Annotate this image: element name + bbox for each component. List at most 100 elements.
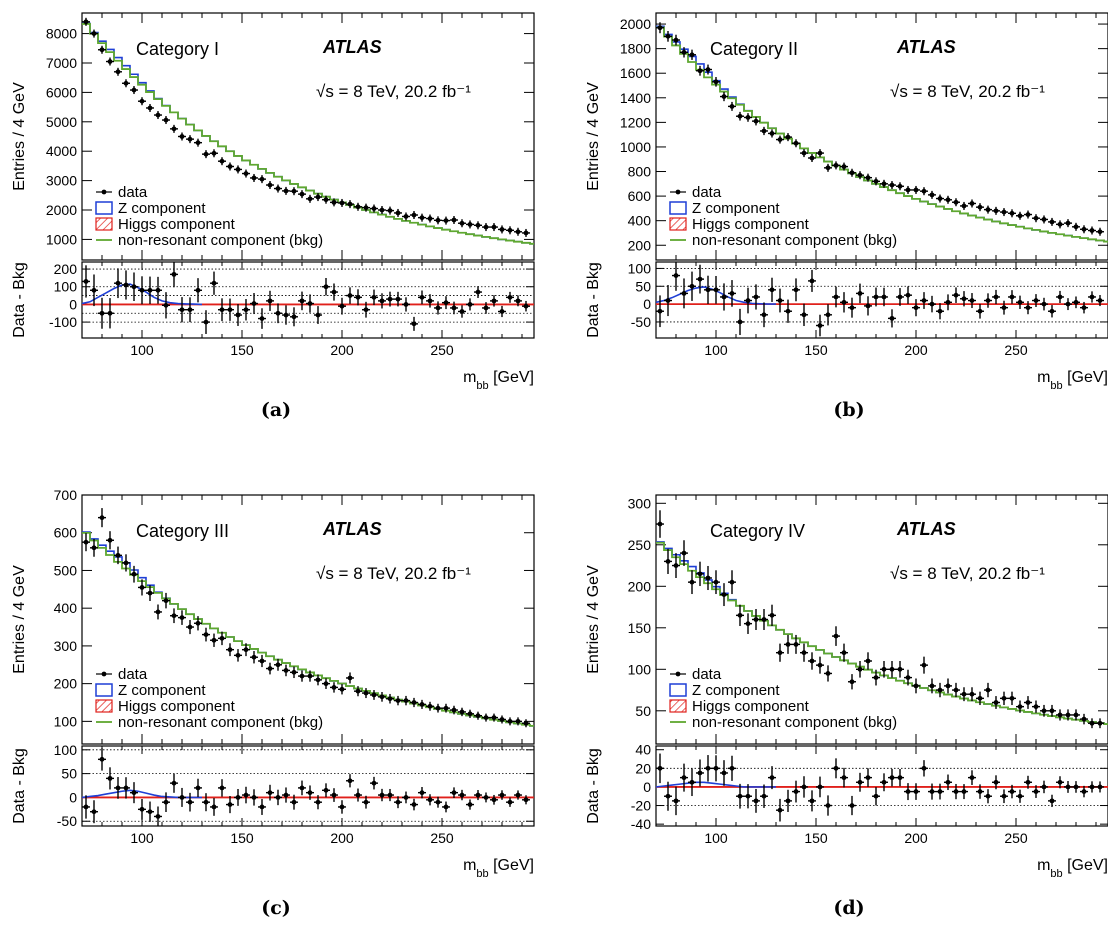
- data-point: [323, 197, 329, 203]
- data-point: [721, 592, 727, 597]
- residual-point: [1001, 793, 1007, 799]
- residual-point: [913, 305, 919, 311]
- residual-point: [1049, 308, 1055, 314]
- residual-point: [897, 294, 903, 300]
- data-point: [491, 715, 497, 720]
- x-tick-label: 150: [804, 830, 828, 846]
- residual-point: [211, 804, 217, 810]
- main-frame: [655, 12, 1108, 261]
- legend-higgs-swatch: [669, 699, 687, 713]
- data-point: [251, 175, 257, 181]
- data-point: [673, 563, 679, 568]
- data-point: [467, 711, 473, 717]
- residual-point: [769, 287, 775, 293]
- data-point: [467, 222, 473, 227]
- data-point: [873, 178, 879, 184]
- data-point: [913, 683, 919, 689]
- legend-bkg-label: non-resonant component (bkg): [692, 232, 897, 249]
- data-point: [713, 579, 719, 585]
- data-point: [817, 150, 823, 156]
- data-point: [921, 188, 927, 194]
- residual-point: [857, 290, 863, 296]
- y-tick-label: 200: [628, 578, 652, 594]
- residual-point: [657, 765, 663, 771]
- residual-point: [753, 294, 759, 300]
- data-point: [761, 128, 767, 134]
- y-tick-label: 6000: [46, 84, 77, 100]
- data-point: [331, 685, 337, 690]
- residual-point: [355, 294, 361, 300]
- data-point: [673, 37, 679, 43]
- legend-higgs-label: Higgs component: [118, 216, 236, 233]
- residual-point: [491, 298, 497, 304]
- residual-point: [777, 807, 783, 813]
- data-point: [267, 182, 273, 188]
- data-point: [889, 666, 895, 672]
- data-point: [897, 183, 903, 189]
- data-point: [403, 698, 409, 704]
- data-point: [705, 67, 711, 72]
- data-point: [937, 196, 943, 201]
- residual-point: [729, 290, 735, 296]
- residual-point: [1041, 784, 1047, 790]
- residual-point: [155, 814, 161, 819]
- data-point: [379, 694, 385, 700]
- residual-point: [395, 296, 401, 302]
- ratio-frame: [81, 745, 535, 827]
- residual-point: [993, 779, 999, 785]
- legend-higgs-label: Higgs component: [692, 216, 810, 233]
- panel-a: 100 150 200 2501000200030004000500060007000…: [11, 12, 535, 392]
- residual-point: [953, 292, 959, 298]
- data-point: [299, 191, 305, 197]
- data-point: [91, 545, 97, 551]
- data-point: [355, 688, 361, 694]
- residual-point: [115, 280, 121, 286]
- bkg-component-line: [82, 23, 534, 245]
- energy-label: √s = 8 TeV, 20.2 fb⁻¹: [316, 564, 471, 583]
- data-point: [99, 515, 105, 521]
- data-point: [147, 590, 153, 596]
- legend-data-label: data: [692, 184, 722, 201]
- experiment-label: ATLAS: [896, 519, 956, 539]
- residual-point: [1033, 298, 1039, 303]
- data-point: [841, 164, 847, 170]
- x-axis-title: mbb [GeV]: [463, 369, 534, 392]
- data-point: [801, 150, 807, 156]
- residual-point: [171, 780, 177, 786]
- data-point: [841, 650, 847, 656]
- data-point: [793, 140, 799, 146]
- residual-point: [713, 287, 719, 293]
- data-point: [753, 118, 759, 124]
- data-point: [371, 692, 377, 698]
- data-point: [881, 181, 887, 187]
- legend-higgs-label: Higgs component: [118, 698, 236, 715]
- residual-point: [179, 307, 185, 313]
- legend-z-label: Z component: [692, 200, 780, 217]
- caption-a: (a): [261, 399, 291, 421]
- x-tick-label: 200: [330, 342, 354, 358]
- data-point: [889, 182, 895, 188]
- residual-point: [131, 284, 137, 290]
- main-frame: [655, 494, 1108, 745]
- data-point: [331, 199, 337, 205]
- data-point: [905, 187, 911, 193]
- data-point: [729, 103, 735, 109]
- residual-point: [99, 756, 105, 762]
- ratio-y-tick-label: -50: [57, 813, 77, 829]
- data-point: [211, 150, 217, 156]
- y-tick-label: 300: [628, 495, 652, 511]
- residual-point: [1097, 298, 1103, 303]
- y-tick-label: 1400: [620, 90, 651, 106]
- ratio-y-tick-label: 40: [635, 742, 651, 758]
- residual-point: [395, 799, 401, 805]
- data-point: [243, 171, 249, 176]
- residual-point: [467, 802, 473, 807]
- residual-point: [897, 775, 903, 781]
- data-point: [945, 197, 951, 203]
- y-tick-label: 1000: [46, 231, 77, 247]
- residual-point: [881, 294, 887, 300]
- residual-point: [793, 287, 799, 293]
- residual-point: [849, 803, 855, 808]
- residual-point: [777, 298, 783, 303]
- residual-point: [411, 321, 417, 327]
